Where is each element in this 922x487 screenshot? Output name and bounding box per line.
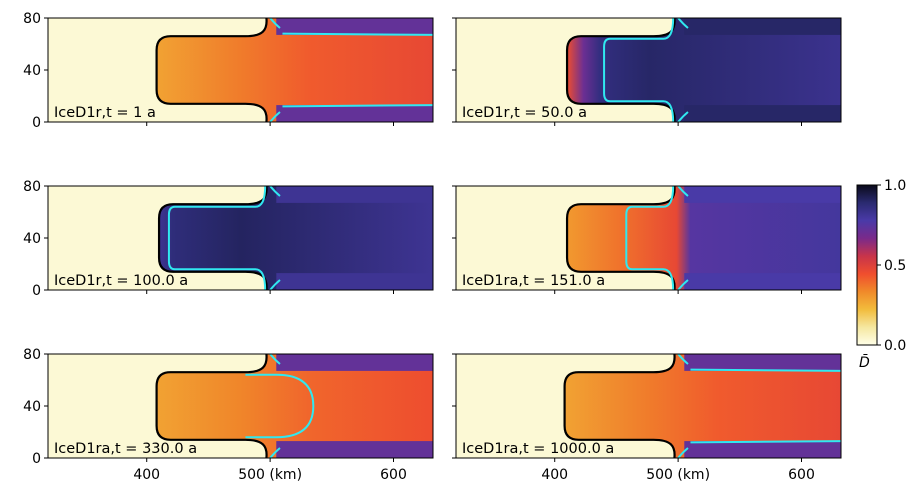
cyan-contour-upper-edge bbox=[677, 186, 689, 197]
panels: 0 40 80 IceD1r,t = 1 a IceD1r,t = 50.0 a 0 40 8… bbox=[23, 11, 842, 483]
cyan-contour-upper-edge bbox=[269, 354, 281, 365]
y-tick-label: 0 bbox=[32, 283, 41, 299]
x-tick-label: 500 (km) bbox=[238, 467, 302, 483]
x-tick-label: 400 bbox=[133, 467, 160, 483]
panel-label: IceD1r,t = 1 a bbox=[54, 105, 156, 121]
cyan-contour bbox=[245, 373, 315, 439]
colorbar-tick-label: 1.0 bbox=[884, 178, 906, 194]
ice-shelf-damage-field bbox=[159, 186, 433, 290]
ice-shelf-damage-field bbox=[156, 354, 433, 458]
x-tick-label: 400 bbox=[541, 467, 568, 483]
ice-shelf-damage-field bbox=[564, 354, 841, 458]
upper-margin-overlay bbox=[684, 18, 841, 35]
lower-margin-overlay bbox=[684, 273, 841, 290]
y-tick-label: 40 bbox=[23, 231, 41, 247]
cyan-contour-top bbox=[282, 32, 433, 36]
cyan-contour-upper-edge bbox=[677, 354, 689, 365]
panel-label: IceD1ra,t = 1000.0 a bbox=[462, 441, 614, 457]
cyan-contour-upper-edge bbox=[269, 186, 281, 197]
cyan-contour bbox=[167, 186, 267, 290]
upper-margin-overlay bbox=[276, 18, 433, 35]
grounding-line bbox=[565, 186, 676, 290]
cyan-contour bbox=[625, 186, 675, 290]
panel-5 bbox=[48, 354, 433, 458]
panel-label: IceD1ra,t = 151.0 a bbox=[462, 273, 605, 289]
y-tick-label: 80 bbox=[23, 11, 41, 27]
grounding-line bbox=[565, 18, 676, 122]
upper-margin-overlay bbox=[684, 186, 841, 203]
cyan-contour-lower-edge bbox=[677, 447, 689, 458]
lower-margin-overlay bbox=[276, 105, 433, 122]
colorbar-tick-label: 0.5 bbox=[884, 258, 906, 274]
cyan-contour-lower-edge bbox=[677, 279, 689, 290]
panel-label: IceD1r,t = 100.0 a bbox=[54, 273, 188, 289]
ice-shelf-damage-field bbox=[567, 186, 841, 290]
cyan-contour-lower-edge bbox=[269, 111, 281, 122]
grounding-line bbox=[155, 354, 268, 458]
cyan-contour-bottom bbox=[282, 104, 433, 108]
x-tick-label: 600 bbox=[380, 467, 407, 483]
panel-3 bbox=[48, 186, 433, 290]
grounding-line bbox=[563, 354, 676, 458]
panel-4 bbox=[456, 186, 841, 290]
y-tick-label: 0 bbox=[32, 451, 41, 467]
cyan-contour-lower-edge bbox=[677, 111, 689, 122]
cyan-contour-lower-edge bbox=[269, 447, 281, 458]
cyan-contour-upper-edge bbox=[269, 18, 281, 29]
colorbar: 0.0 0.5 1.0 D̄ bbox=[856, 178, 906, 371]
lower-margin-overlay bbox=[276, 273, 433, 290]
y-tick-label: 0 bbox=[32, 115, 41, 131]
x-tick-label: 500 (km) bbox=[646, 467, 710, 483]
cyan-contour-upper-edge bbox=[677, 18, 689, 29]
y-tick-label: 80 bbox=[23, 179, 41, 195]
cyan-contour-lower-edge bbox=[269, 279, 281, 290]
lower-margin-overlay bbox=[276, 441, 433, 458]
y-tick-label: 80 bbox=[23, 347, 41, 363]
panel-1 bbox=[48, 18, 433, 122]
ice-shelf-damage-field bbox=[567, 18, 841, 122]
colorbar-scale bbox=[856, 184, 878, 346]
cyan-contour-bottom bbox=[690, 440, 841, 444]
grounding-line bbox=[155, 18, 268, 122]
upper-margin-overlay bbox=[684, 354, 841, 371]
x-tick-label: 600 bbox=[788, 467, 815, 483]
cyan-contour-top bbox=[690, 368, 841, 372]
y-tick-label: 40 bbox=[23, 63, 41, 79]
panel-6 bbox=[456, 354, 841, 458]
grounding-line bbox=[157, 186, 268, 290]
lower-margin-overlay bbox=[684, 105, 841, 122]
panel-2 bbox=[456, 18, 841, 122]
cyan-contour bbox=[603, 18, 675, 122]
colorbar-label: D̄ bbox=[859, 353, 870, 371]
ice-shelf-damage-field bbox=[156, 18, 433, 122]
y-tick-label: 40 bbox=[23, 399, 41, 415]
upper-margin-overlay bbox=[276, 186, 433, 203]
panel-label: IceD1ra,t = 330.0 a bbox=[54, 441, 197, 457]
lower-margin-overlay bbox=[684, 441, 841, 458]
upper-margin-overlay bbox=[276, 354, 433, 371]
colorbar-tick-label: 0.0 bbox=[884, 338, 906, 354]
panel-label: IceD1r,t = 50.0 a bbox=[462, 105, 587, 121]
